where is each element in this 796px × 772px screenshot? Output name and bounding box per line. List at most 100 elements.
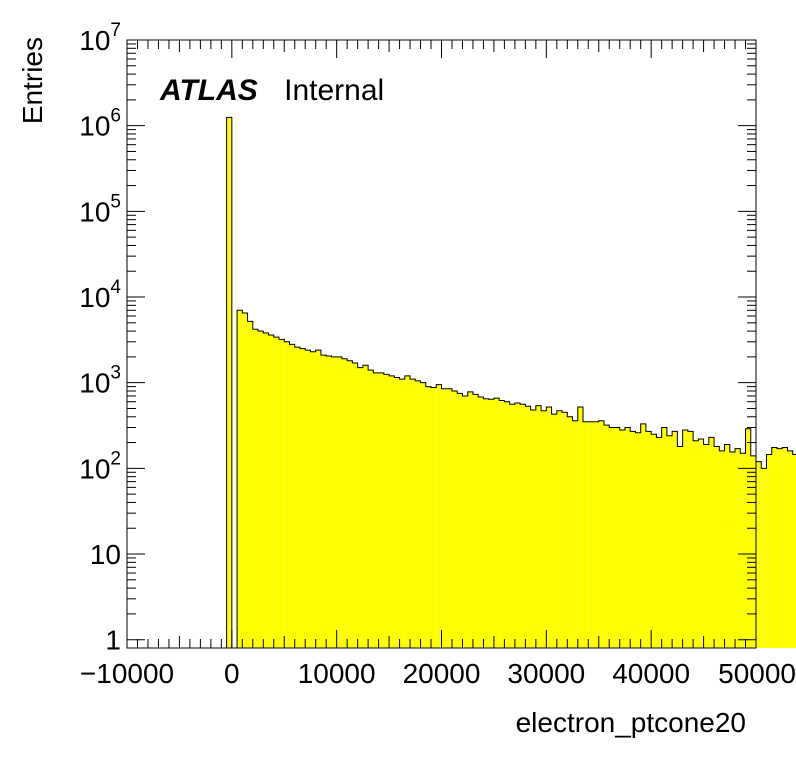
histogram-bar bbox=[677, 446, 683, 648]
histogram-bar bbox=[263, 333, 269, 648]
histogram-bar bbox=[336, 356, 342, 648]
histogram-bar bbox=[514, 402, 521, 648]
histogram-bar bbox=[635, 432, 641, 648]
histogram-bar bbox=[682, 430, 688, 648]
y-tick-label: 104 bbox=[79, 277, 121, 313]
histogram-bar bbox=[310, 351, 316, 648]
histogram-bar bbox=[541, 410, 547, 648]
histogram-bar bbox=[687, 431, 694, 648]
histogram-bar bbox=[436, 384, 442, 648]
histogram-step-line bbox=[226, 116, 796, 649]
histogram-bar bbox=[273, 337, 280, 648]
histogram-bar bbox=[656, 437, 662, 648]
histogram-bar bbox=[362, 365, 369, 648]
histogram-bar bbox=[252, 329, 259, 648]
histogram-bar bbox=[357, 367, 363, 648]
histogram-bar bbox=[577, 407, 584, 648]
histogram-bar bbox=[546, 407, 552, 648]
histogram-bar bbox=[378, 372, 384, 648]
histogram-bar bbox=[467, 391, 473, 648]
histogram-bar bbox=[294, 347, 300, 648]
histogram-bar bbox=[441, 388, 447, 648]
histogram-bar bbox=[389, 375, 395, 648]
histogram-bar bbox=[535, 405, 542, 648]
y-tick-label: 102 bbox=[79, 448, 121, 484]
histogram-bar bbox=[289, 344, 295, 648]
histogram-bar bbox=[237, 310, 243, 648]
y-tick-label: 103 bbox=[79, 363, 121, 399]
histogram-bar bbox=[415, 380, 421, 648]
histogram-bar bbox=[787, 450, 793, 648]
histogram-bar bbox=[735, 448, 741, 648]
histogram-bar bbox=[247, 321, 253, 648]
histogram-bar bbox=[299, 348, 306, 648]
histogram-bar bbox=[399, 379, 405, 648]
histogram-bar bbox=[279, 339, 285, 648]
y-tick-label: 106 bbox=[79, 106, 121, 142]
histogram-bar bbox=[341, 358, 348, 648]
histogram-bar bbox=[651, 434, 657, 648]
histogram-bar bbox=[729, 452, 736, 648]
histogram-bar bbox=[593, 421, 599, 648]
y-tick-label: 105 bbox=[79, 191, 121, 227]
histogram-bar bbox=[493, 398, 500, 648]
histogram-bar bbox=[404, 375, 411, 648]
histogram-bar bbox=[320, 355, 327, 648]
histogram-bar bbox=[776, 448, 783, 648]
histogram-bar bbox=[567, 416, 573, 648]
histogram-bar bbox=[672, 431, 678, 648]
histogram-bar bbox=[462, 395, 468, 648]
y-tick-label: 107 bbox=[79, 20, 121, 56]
histogram-bar bbox=[383, 374, 390, 648]
histogram-bar bbox=[572, 420, 578, 648]
histogram-bar bbox=[703, 444, 709, 648]
histogram-bar bbox=[504, 401, 510, 648]
histogram-bar bbox=[719, 450, 725, 648]
histogram-bar bbox=[583, 421, 589, 648]
histogram-bar bbox=[472, 394, 479, 648]
atlas-bold: ATLAS bbox=[159, 74, 258, 107]
histogram-bar bbox=[373, 372, 379, 648]
histogram-bar bbox=[661, 427, 667, 648]
y-tick-labels: 1 10 102 103 104 105 106 107 bbox=[79, 20, 121, 656]
x-tick-label: 40000 bbox=[612, 658, 690, 689]
histogram-bar bbox=[431, 387, 437, 648]
histogram-bar bbox=[315, 350, 321, 648]
histogram-bar bbox=[331, 356, 337, 648]
histogram-bar bbox=[352, 362, 358, 648]
histogram-bar bbox=[268, 335, 274, 648]
histogram-outline bbox=[226, 116, 796, 649]
histogram-bar bbox=[410, 379, 416, 648]
histogram-bar bbox=[740, 453, 746, 648]
histogram-bar bbox=[614, 427, 620, 648]
y-tick-label: 10 bbox=[90, 539, 121, 570]
x-tick-labels: −10000 0 10000 20000 30000 40000 50000 bbox=[80, 658, 796, 689]
histogram-bar bbox=[326, 355, 332, 648]
histogram-bar bbox=[556, 410, 563, 648]
histogram-bar bbox=[693, 440, 699, 648]
histogram-bar bbox=[483, 398, 489, 648]
histogram-bar bbox=[226, 117, 232, 648]
x-tick-label: 10000 bbox=[298, 658, 376, 689]
histogram-bar bbox=[609, 427, 615, 648]
x-tick-label: −10000 bbox=[80, 658, 174, 689]
histogram-bar bbox=[420, 382, 426, 648]
x-tick-label: 0 bbox=[224, 658, 240, 689]
histogram-bar bbox=[792, 454, 796, 648]
x-tick-label: 20000 bbox=[403, 658, 481, 689]
histogram-bar bbox=[305, 350, 311, 648]
histogram-bar bbox=[745, 428, 751, 648]
histogram-bar bbox=[530, 409, 536, 648]
histogram-bars bbox=[226, 117, 796, 648]
histogram-bar bbox=[766, 454, 772, 648]
histogram-bar bbox=[478, 397, 484, 648]
histogram-bar bbox=[509, 404, 515, 648]
histogram-bar bbox=[347, 360, 353, 648]
histogram-bar bbox=[551, 414, 557, 648]
histogram-bar bbox=[750, 455, 756, 648]
y-axis-label: Entries bbox=[17, 37, 48, 124]
histogram-bar bbox=[666, 435, 673, 648]
histogram-bar bbox=[284, 341, 290, 648]
histogram-bar bbox=[756, 461, 762, 648]
histogram-bar bbox=[588, 421, 594, 648]
